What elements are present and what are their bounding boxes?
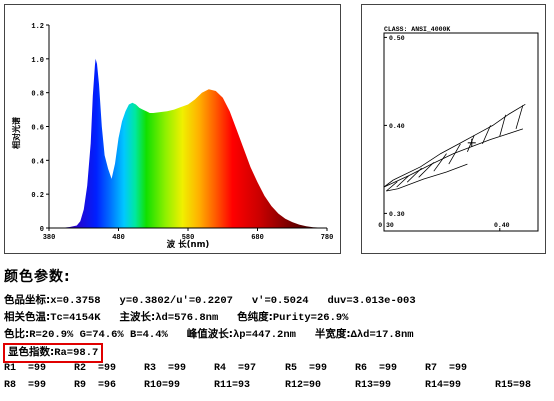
cie-x-tick-label: 0.40 — [494, 222, 510, 229]
ra-highlight-box: 显色指数:Ra=98.7 — [3, 343, 104, 363]
ri-r7: R7 =99 — [425, 363, 468, 374]
ri-row-1: R1 =99 R2 =99 R3 =99 R4 =97 R5 =99 R6 =9… — [4, 360, 552, 377]
cie-bin-line — [386, 181, 398, 192]
spectrum-area — [49, 58, 327, 228]
ri-r3: R3 =99 — [144, 363, 187, 374]
ra-label: 显色指数: — [8, 346, 55, 358]
cie-bin-line — [383, 179, 394, 188]
spectrum-ylabel: 相对光谱 — [11, 117, 21, 149]
cie-bin-line — [448, 143, 461, 165]
cie-bin-line — [396, 175, 410, 188]
spectrum-x-tick-label: 780 — [321, 234, 334, 242]
purity-value: Purity=26.9% — [272, 312, 349, 324]
cie-chart: CLASS: ANSI_4000K 0.30 0.40 0.50 0.30 0.40 — [378, 26, 539, 232]
spectrum-x-tick-label: 680 — [251, 234, 264, 242]
cct-label: 相关色温: — [4, 311, 51, 323]
ri-r8: R8 =99 — [4, 380, 47, 391]
spectrum-x-tick-label: 380 — [43, 234, 56, 242]
cie-x-tick-label: 0.30 — [378, 222, 394, 229]
purity-label: 色纯度: — [237, 311, 273, 323]
cie-bin-line — [515, 105, 524, 130]
cie-panel: CLASS: ANSI_4000K 0.30 0.40 0.50 0.30 0.40 — [361, 4, 546, 254]
spectrum-y-tick-label: 0.2 — [31, 192, 44, 200]
chromaticity-line: 色品坐标:x=0.3758 y=0.3802/u'=0.2207 v'=0.50… — [4, 292, 552, 309]
ri-r9: R9 =96 — [74, 380, 117, 391]
cie-bin-line — [386, 163, 468, 192]
coords-label: 色品坐标: — [4, 294, 51, 306]
cie-y-tick-label: 0.30 — [389, 211, 405, 218]
spectrum-x-tick-label: 580 — [182, 234, 195, 242]
dominant-value: λd=576.8nm — [155, 312, 219, 324]
cie-bin-line — [482, 125, 491, 145]
ri-r6: R6 =99 — [355, 363, 398, 374]
cie-title: CLASS: ANSI_4000K — [384, 26, 450, 33]
spectrum-plot-area: 0 0.2 0.4 0.6 0.8 1.0 1.2 380 480 580 680 780 — [31, 23, 333, 242]
spectrum-y-tick-label: 0.6 — [31, 125, 44, 133]
ri-r4: R4 =97 — [214, 363, 257, 374]
spectrum-panel: 0 0.2 0.4 0.6 0.8 1.0 1.2 380 480 580 680 780 相对光谱 … — [4, 4, 341, 254]
ra-value: Ra=98.7 — [54, 347, 99, 359]
ri-r1: R1 =99 — [4, 363, 47, 374]
cie-frame — [383, 32, 539, 232]
ri-r2: R2 =99 — [74, 363, 117, 374]
ratio-value: R=20.9% G=74.6% B=4.4% — [29, 329, 168, 341]
params-title: 颜色参数: — [4, 269, 71, 285]
ri-r10: R10=99 — [144, 380, 181, 391]
cie-bin-line — [433, 153, 447, 172]
ri-row-2: R8 =99 R9 =96 R10=99 R11=93 R12=90 R13=9… — [4, 377, 552, 394]
ratio-line: 色比:R=20.9% G=74.6% B=4.4% 峰值波长:λp=447.2n… — [4, 326, 552, 343]
spectrum-y-tick-label: 0.8 — [31, 91, 44, 99]
ri-r5: R5 =99 — [285, 363, 328, 374]
fwhm-value: Δλd=17.8nm — [350, 329, 414, 341]
fwhm-label: 半宽度: — [314, 328, 351, 340]
cie-bin-line — [393, 103, 526, 181]
ratio-label: 色比: — [4, 328, 30, 340]
color-parameters: 颜色参数: 色品坐标:x=0.3758 y=0.3802/u'=0.2207 v… — [3, 268, 552, 394]
cie-plot-area: 0.30 0.40 0.50 0.30 0.40 — [378, 32, 539, 232]
spectrum-y-tick-label: 0.4 — [31, 158, 44, 166]
spectrum-y-tick-label: 0 — [40, 226, 44, 234]
ri-r14: R14=99 — [425, 380, 462, 391]
cie-y-tick-label: 0.40 — [389, 123, 405, 130]
ri-r15: R15=98 — [495, 380, 532, 391]
spectrum-x-tick-label: 480 — [112, 234, 125, 242]
peak-value: λp=447.2nm — [232, 329, 296, 341]
cie-bin-line — [418, 162, 435, 178]
ri-r11: R11=93 — [214, 380, 251, 391]
cie-bin-line — [383, 128, 524, 188]
spectrum-y-tick-label: 1.0 — [31, 57, 44, 65]
ri-r12: R12=90 — [285, 380, 322, 391]
ri-r13: R13=99 — [355, 380, 392, 391]
cie-bin-line — [499, 114, 506, 137]
dominant-label: 主波长: — [119, 311, 156, 323]
cie-bin-line — [467, 134, 475, 152]
cct-line: 相关色温:Tc=4154K 主波长:λd=576.8nm 色纯度:Purity=… — [4, 309, 552, 326]
peak-label: 峰值波长: — [186, 328, 233, 340]
cct-value: Tc=4154K — [50, 312, 101, 324]
ra-line: 显色指数:Ra=98.7 — [3, 343, 552, 363]
cie-y-tick-label: 0.50 — [389, 35, 405, 42]
spectrum-y-tick-label: 1.2 — [31, 23, 44, 31]
coords-value: x=0.3758 y=0.3802/u'=0.2207 v'=0.5024 du… — [50, 295, 416, 307]
spectrum-xlabel: 波 长(nm) — [167, 239, 210, 250]
